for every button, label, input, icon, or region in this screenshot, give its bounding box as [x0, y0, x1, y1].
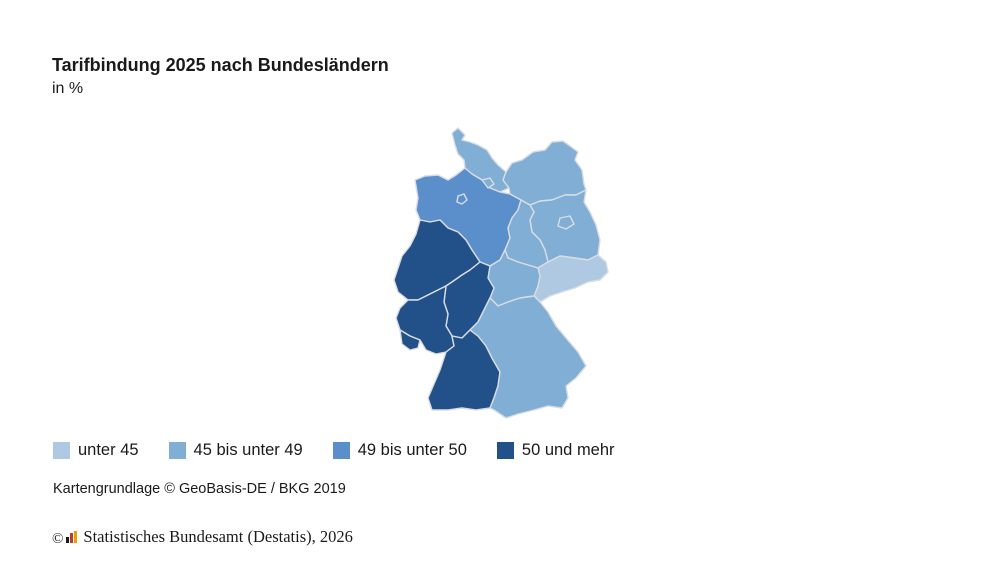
destatis-logo-icon [66, 531, 78, 543]
state-saarland[interactable] [399, 329, 421, 351]
legend-swatch [332, 442, 350, 459]
state-bayern[interactable] [469, 295, 587, 419]
copyright-symbol: © [52, 530, 64, 547]
state-hamburg[interactable] [481, 177, 495, 189]
germany-map [393, 127, 609, 419]
map-legend: unter 45 45 bis unter 49 49 bis unter 50… [53, 441, 645, 460]
legend-item-45-bis-unter-49: 45 bis unter 49 [168, 441, 303, 460]
legend-swatch [53, 442, 70, 459]
chart-title: Tarifbindung 2025 nach Bundesländern [52, 55, 389, 75]
copyright-line: © Statistisches Bundesamt (Destatis), 20… [52, 527, 353, 547]
chart-subtitle: in % [52, 80, 84, 97]
legend-label: 45 bis unter 49 [193, 441, 303, 459]
legend-swatch [168, 442, 186, 459]
map-source-note: Kartengrundlage © GeoBasis-DE / BKG 2019 [53, 481, 346, 497]
state-berlin[interactable] [557, 215, 575, 230]
legend-swatch [496, 442, 514, 459]
legend-label: unter 45 [78, 441, 139, 459]
legend-item-50-und-mehr: 50 und mehr [496, 441, 615, 460]
legend-item-49-bis-unter-50: 49 bis unter 50 [332, 441, 467, 460]
copyright-text: Statistisches Bundesamt (Destatis), 2026 [83, 527, 353, 546]
legend-label: 49 bis unter 50 [357, 441, 467, 459]
state-bremen[interactable] [456, 193, 468, 205]
legend-item-unter-45: unter 45 [53, 441, 139, 460]
legend-label: 50 und mehr [521, 441, 615, 459]
